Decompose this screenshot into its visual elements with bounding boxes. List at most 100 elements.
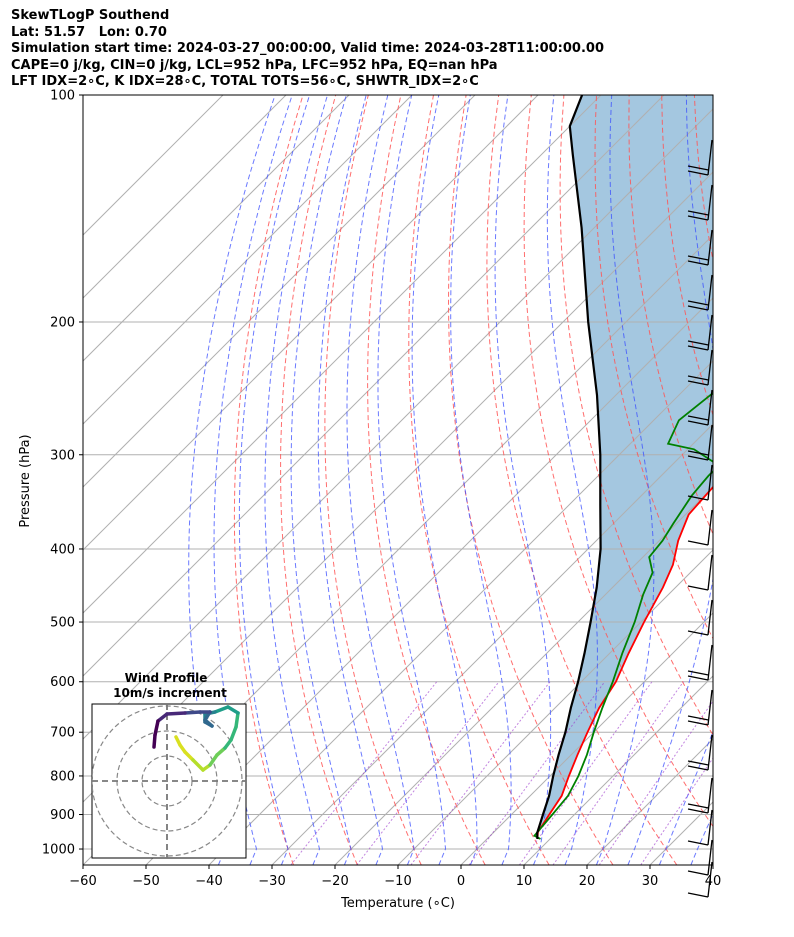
wind-barb-flag bbox=[687, 803, 709, 809]
wind-barb bbox=[707, 314, 713, 351]
moist-adiabat bbox=[754, 95, 794, 865]
dry-adiabat bbox=[367, 95, 486, 865]
wind-barb bbox=[707, 644, 713, 681]
wind-barb-flag bbox=[687, 420, 709, 426]
axes: −60 −50 −40 −30 −20 −10 0 10 20 30 40 1000 900 800 700… bbox=[42, 89, 721, 890]
y-axis-label: Pressure (hPa) bbox=[18, 434, 33, 527]
x-tick-label: −60 bbox=[69, 874, 96, 889]
wind-barb-flag bbox=[687, 170, 709, 176]
wind-barb bbox=[707, 839, 713, 876]
wind-barb bbox=[707, 274, 713, 311]
isotherm bbox=[208, 360, 713, 865]
isotherm bbox=[397, 549, 713, 865]
wind-barb-flag bbox=[687, 300, 709, 306]
moist-adiabat bbox=[627, 95, 713, 865]
y-tick-label: 1000 bbox=[42, 843, 75, 858]
hodograph-trace bbox=[191, 758, 205, 772]
wind-barb-flag bbox=[687, 260, 709, 266]
wind-barb-flag bbox=[687, 165, 709, 171]
isotherm bbox=[83, 108, 713, 740]
temperature-line bbox=[536, 485, 713, 840]
wind-barb-flag bbox=[687, 715, 709, 721]
wind-barb bbox=[707, 424, 713, 461]
x-tick-label: 30 bbox=[642, 874, 659, 889]
moist-adiabat bbox=[188, 95, 276, 865]
y-tick-label: 700 bbox=[50, 726, 75, 741]
isotherm bbox=[83, 95, 665, 677]
moist-adiabat bbox=[290, 95, 352, 865]
wind-barb bbox=[707, 509, 713, 546]
mixing-ratio-line bbox=[410, 681, 551, 865]
x-tick-label: −10 bbox=[384, 874, 411, 889]
wind-barb bbox=[707, 554, 713, 591]
location-line: Lat: 51.57 Lon: 0.70 bbox=[11, 24, 167, 40]
y-tick-label: 900 bbox=[50, 808, 75, 823]
wind-barb-flag bbox=[687, 675, 709, 681]
moist-adiabat bbox=[213, 95, 293, 865]
moist-adiabat bbox=[411, 95, 478, 865]
moist-adiabat bbox=[494, 95, 552, 865]
y-tick-label: 500 bbox=[50, 616, 75, 631]
moist-adiabat bbox=[595, 95, 655, 865]
parcel-line bbox=[536, 95, 602, 840]
isotherm bbox=[83, 95, 350, 362]
hodograph-trace bbox=[183, 710, 202, 715]
mixing-ratio-line bbox=[290, 681, 438, 865]
isotherm bbox=[523, 675, 713, 865]
y-tick-label: 100 bbox=[50, 89, 75, 104]
dry-adiabat bbox=[760, 95, 794, 865]
hodograph-trace bbox=[183, 750, 195, 762]
hodograph-trace bbox=[213, 705, 230, 714]
x-tick-label: 10 bbox=[516, 874, 533, 889]
hodograph-trace bbox=[165, 711, 187, 716]
wind-barb-flag bbox=[687, 345, 709, 351]
y-tick-label: 200 bbox=[50, 315, 75, 330]
mixing-ratio-line bbox=[598, 700, 713, 865]
hodograph-trace bbox=[208, 753, 219, 767]
plot-area bbox=[83, 95, 794, 865]
dry-adiabat bbox=[233, 95, 304, 865]
isotherm bbox=[83, 95, 287, 299]
inset-title: Wind Profile bbox=[125, 671, 208, 685]
hodograph-inset: Wind Profile 10m/s increment bbox=[91, 671, 247, 859]
isotherm bbox=[271, 423, 713, 865]
wind-barb bbox=[707, 349, 713, 386]
dry-adiabat bbox=[727, 95, 794, 865]
isotherm bbox=[83, 95, 539, 551]
isotherm bbox=[460, 612, 713, 865]
hodograph-trace bbox=[226, 705, 240, 715]
dry-adiabat bbox=[447, 95, 614, 865]
x-tick-label: −20 bbox=[321, 874, 348, 889]
moist-adiabat bbox=[317, 95, 384, 865]
moist-adiabat bbox=[346, 95, 415, 865]
wind-barb-flag bbox=[687, 892, 709, 898]
x-tick-label: 0 bbox=[457, 874, 465, 889]
x-tick-label: 20 bbox=[579, 874, 596, 889]
moist-adiabat bbox=[546, 95, 598, 865]
x-tick-label: −50 bbox=[132, 874, 159, 889]
dewpoint-line bbox=[532, 392, 713, 840]
cape-shading bbox=[537, 95, 713, 839]
hodograph-trace bbox=[229, 725, 238, 742]
y-tick-label: 400 bbox=[50, 542, 75, 557]
hodograph-trace bbox=[234, 711, 240, 729]
isotherm bbox=[145, 297, 713, 865]
wind-barb bbox=[707, 139, 713, 176]
wind-barb-flag bbox=[687, 305, 709, 311]
mixing-ratio-line bbox=[640, 757, 713, 865]
moist-adiabat bbox=[377, 95, 447, 865]
wind-barb-flag bbox=[687, 495, 709, 501]
wind-barb bbox=[707, 777, 713, 814]
hodograph-trace bbox=[153, 719, 160, 737]
x-tick-label: −30 bbox=[258, 874, 285, 889]
moist-adiabat bbox=[264, 95, 328, 865]
wind-barb-flag bbox=[687, 765, 709, 771]
index-line: LFT IDX=2∘C, K IDX=28∘C, TOTAL TOTS=56∘C… bbox=[11, 74, 479, 89]
hodograph-trace bbox=[156, 712, 169, 723]
wind-barb bbox=[707, 861, 713, 898]
isotherm bbox=[83, 95, 413, 425]
moist-adiabat bbox=[722, 95, 794, 865]
chart-title: SkewTLogP Southend bbox=[11, 8, 170, 23]
isotherm bbox=[83, 95, 224, 236]
